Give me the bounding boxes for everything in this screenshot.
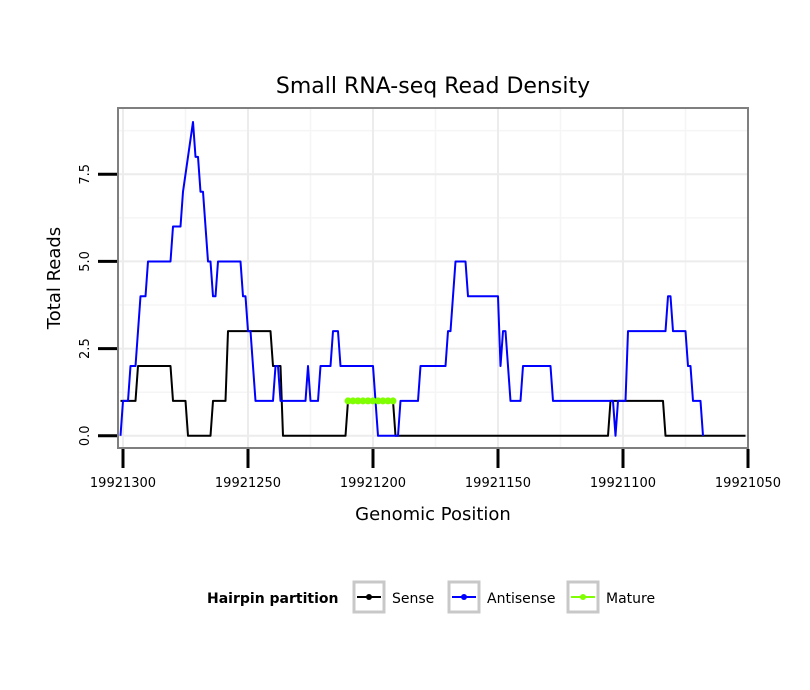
y-axis-title: Total Reads <box>44 227 65 330</box>
series-layer <box>119 120 746 437</box>
legend-label: Sense <box>392 591 434 607</box>
chart-title: Small RNA-seq Read Density <box>276 74 590 99</box>
x-tick-label: 19921250 <box>215 476 281 491</box>
grid <box>118 108 749 448</box>
x-tick-label: 19921300 <box>90 476 156 491</box>
series-point-mature <box>379 397 387 405</box>
legend-label: Mature <box>606 591 655 607</box>
legend-entry-antisense: Antisense <box>447 580 556 614</box>
legend-key-dot <box>366 594 372 600</box>
series-point-mature <box>349 397 357 405</box>
y-tick-label: 7.5 <box>78 164 93 185</box>
series-point-mature <box>354 397 362 405</box>
legend-entry-mature: Mature <box>566 580 655 614</box>
x-tick-label: 19921200 <box>340 476 406 491</box>
legend-label: Antisense <box>487 591 556 607</box>
y-tick-label: 2.5 <box>78 338 93 359</box>
legend-key-dot <box>580 594 586 600</box>
series-point-mature <box>389 397 397 405</box>
series-point-mature <box>344 397 352 405</box>
y-axis: 0.0 2.5 5.0 7.5 <box>78 164 117 446</box>
series-point-mature <box>359 397 367 405</box>
series-line-sense <box>120 330 746 437</box>
legend-key-dot <box>461 594 467 600</box>
x-tick-label: 19921050 <box>715 476 781 491</box>
legend: Hairpin partition Sense Antisense Mature <box>207 580 655 614</box>
y-tick-label: 5.0 <box>78 251 93 272</box>
series-point-mature <box>374 397 382 405</box>
plot-panel-border <box>117 107 749 449</box>
legend-title: Hairpin partition <box>207 591 338 607</box>
series-point-mature <box>364 397 372 405</box>
y-tick-label: 0.0 <box>78 425 93 446</box>
series-line-antisense <box>119 120 704 437</box>
series-point-mature <box>369 397 377 405</box>
x-tick-label: 19921100 <box>590 476 656 491</box>
x-axis-title: Genomic Position <box>355 504 511 525</box>
x-tick-label: 19921150 <box>465 476 531 491</box>
x-axis: 19921300 19921250 19921200 19921150 19921100… <box>90 449 781 491</box>
series-point-mature <box>384 397 392 405</box>
legend-entry-sense: Sense <box>352 580 434 614</box>
